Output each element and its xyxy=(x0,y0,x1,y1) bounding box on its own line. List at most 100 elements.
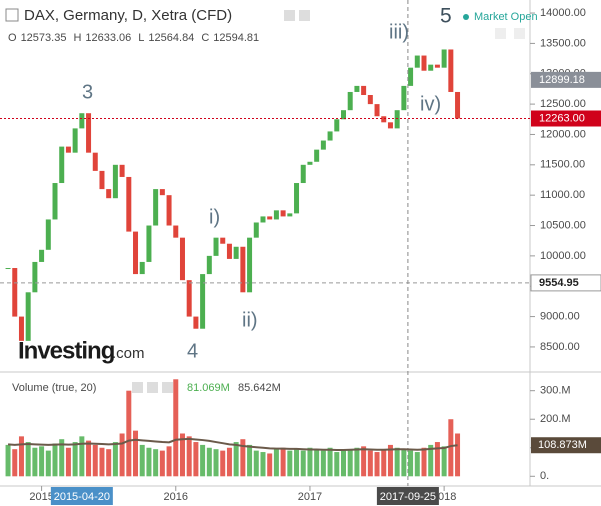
candle xyxy=(179,237,185,281)
ohlc-value: 12594.81 xyxy=(213,32,259,44)
volume-bar xyxy=(226,447,232,477)
price-label-box xyxy=(531,110,601,127)
candle xyxy=(300,164,306,184)
volume-bar xyxy=(247,444,253,477)
volume-bar xyxy=(414,452,420,477)
volume-bar xyxy=(39,446,45,477)
candle xyxy=(133,231,139,275)
volume-bar xyxy=(86,440,92,477)
candle xyxy=(455,91,461,119)
y-tick-label: 13500.00 xyxy=(540,37,586,49)
icon[interactable] xyxy=(162,382,173,393)
candle xyxy=(260,216,266,223)
candle xyxy=(226,243,232,259)
y-tick-label: 9000.00 xyxy=(540,310,580,322)
candle xyxy=(193,316,199,329)
volume-bar xyxy=(448,419,454,477)
candle xyxy=(72,128,78,153)
volume-tick-label: 200.M xyxy=(540,413,571,425)
volume-bar xyxy=(260,452,266,477)
candle xyxy=(347,91,353,111)
candle xyxy=(367,95,373,105)
volume-bar xyxy=(146,447,152,477)
volume-tick-label: 0. xyxy=(540,470,549,482)
volume-bar xyxy=(233,442,239,477)
volume-bar xyxy=(320,450,326,477)
candle xyxy=(18,316,24,341)
candle xyxy=(206,255,212,275)
volume-bar xyxy=(354,447,360,477)
wave-label: iv) xyxy=(420,93,441,115)
volume-bar xyxy=(287,450,293,477)
candle xyxy=(86,113,92,153)
ohlc-value: 12633.06 xyxy=(85,32,131,44)
icon[interactable] xyxy=(514,28,525,39)
collapse-icon[interactable] xyxy=(5,8,19,22)
y-tick-label: 8500.00 xyxy=(540,341,580,353)
volume-bar xyxy=(18,436,24,477)
y-tick-label: 10500.00 xyxy=(540,219,586,231)
volume-bar xyxy=(434,442,440,477)
volume-bar xyxy=(428,444,434,477)
volume-bar xyxy=(267,453,273,477)
volume-bar xyxy=(45,450,51,477)
y-tick-label: 11500.00 xyxy=(540,159,585,171)
volume-bar xyxy=(193,442,199,477)
icon[interactable] xyxy=(495,28,506,39)
volume-bar xyxy=(408,450,414,477)
candle xyxy=(320,140,326,150)
icon[interactable] xyxy=(147,382,158,393)
time-label: 2015-04-20 xyxy=(54,491,110,503)
volume-bar xyxy=(307,447,313,477)
volume-bar xyxy=(340,450,346,477)
volume-bar xyxy=(294,449,300,477)
volume-bar xyxy=(99,447,105,477)
volume-bar xyxy=(206,447,212,477)
volume-bar xyxy=(394,447,400,477)
volume-title: Volume (true, 20) xyxy=(12,382,96,394)
candle xyxy=(314,149,320,162)
candle xyxy=(434,64,440,68)
candle xyxy=(52,183,58,220)
volume-bar xyxy=(455,433,461,477)
time-label: 2017-09-25 xyxy=(380,491,436,503)
candle xyxy=(448,49,454,92)
volume-bar xyxy=(52,443,58,477)
volume-bar xyxy=(280,447,286,477)
wave-label: 3 xyxy=(82,81,93,103)
candle xyxy=(361,85,367,96)
candle xyxy=(267,216,273,220)
y-tick-label: 14000.00 xyxy=(540,7,586,19)
candle xyxy=(294,183,300,214)
volume-bar xyxy=(441,446,447,477)
volume-tick-label: 300.M xyxy=(540,385,571,397)
volume-bar xyxy=(347,449,353,477)
volume-ma xyxy=(7,437,458,452)
candle xyxy=(146,225,152,262)
volume-bar xyxy=(72,442,78,477)
volume-bar xyxy=(374,452,380,477)
icon[interactable] xyxy=(299,10,310,21)
icon[interactable] xyxy=(284,10,295,21)
y-tick-label: 10000.00 xyxy=(540,250,586,262)
candle xyxy=(166,195,172,226)
volume-bar xyxy=(139,444,145,477)
volume-bar xyxy=(79,436,85,477)
candle xyxy=(92,152,98,171)
candle xyxy=(126,176,132,232)
volume-bar xyxy=(314,449,320,477)
icon[interactable] xyxy=(132,382,143,393)
volume-bar xyxy=(153,449,159,477)
candle xyxy=(106,189,112,199)
candle xyxy=(159,189,165,196)
candle xyxy=(374,104,380,117)
candle xyxy=(394,110,400,129)
volume-bar xyxy=(179,433,185,477)
volume-bar xyxy=(119,433,125,477)
volume-ma-label: 108.873M xyxy=(538,439,587,451)
volume-bar xyxy=(381,449,387,477)
volume-bar xyxy=(133,430,139,477)
time-label-box xyxy=(376,487,439,505)
candle xyxy=(307,161,313,165)
candle xyxy=(354,85,360,92)
